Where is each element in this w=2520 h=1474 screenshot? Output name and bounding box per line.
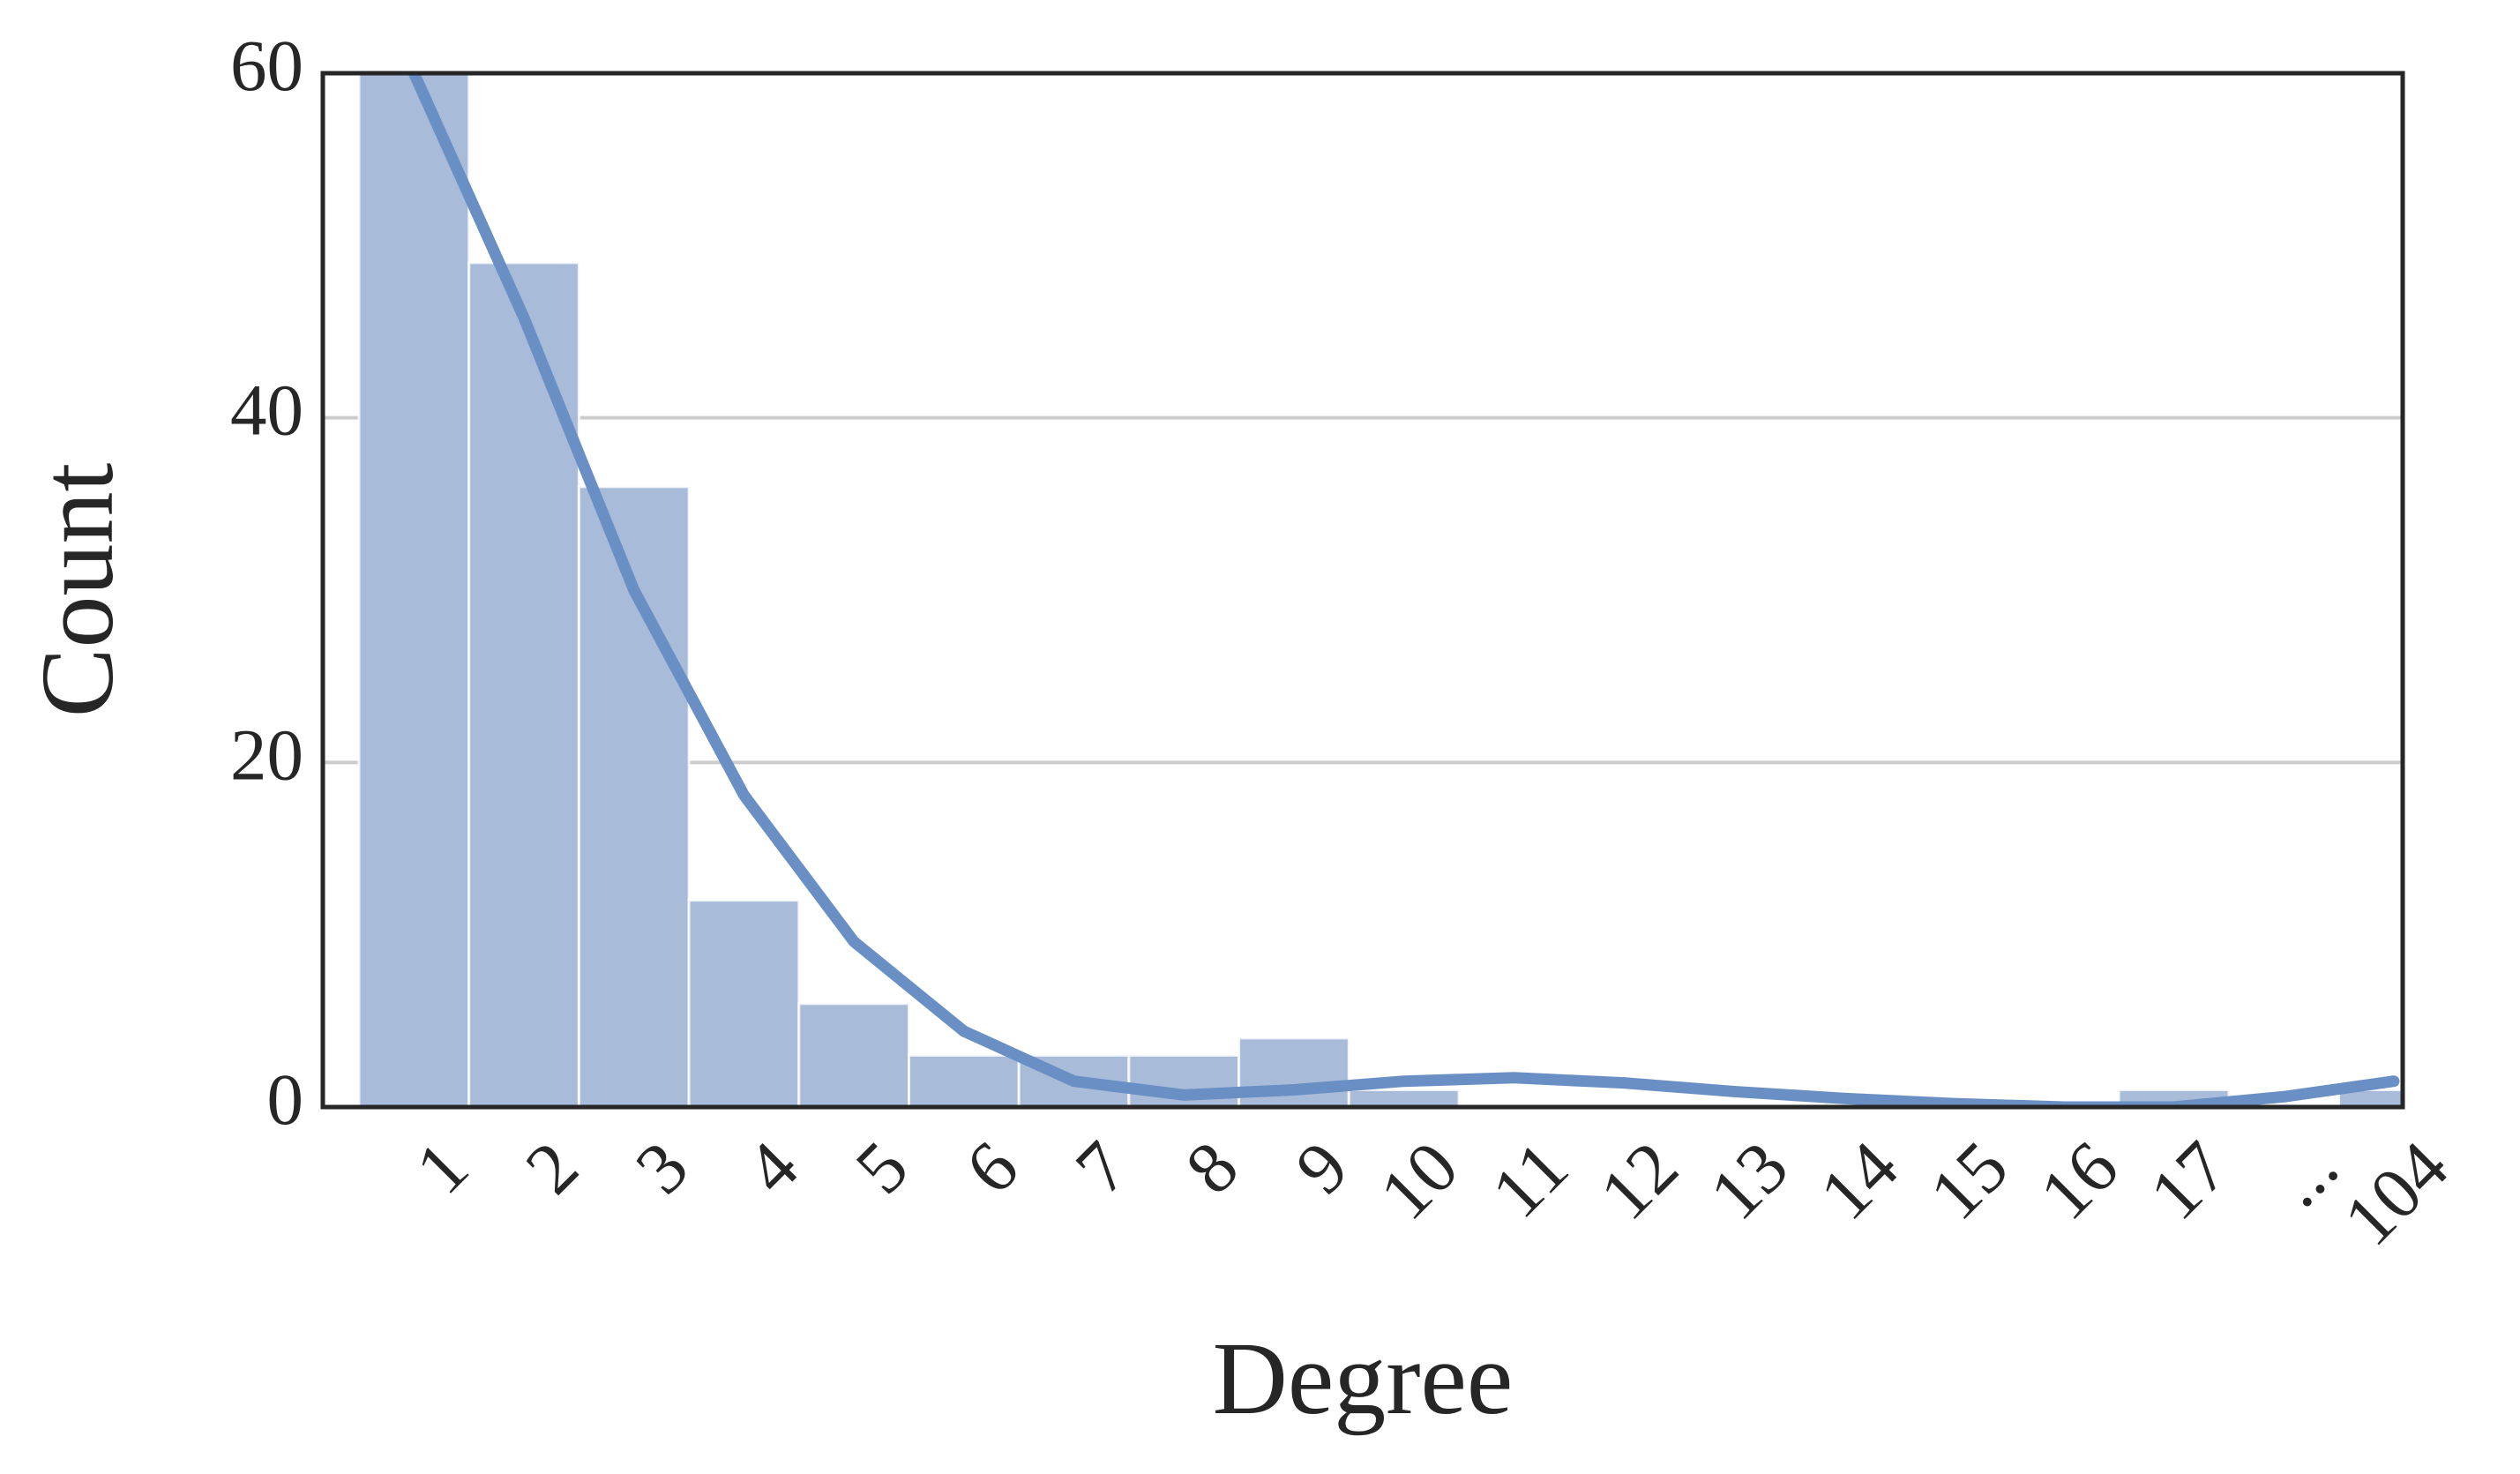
bar bbox=[797, 1002, 910, 1107]
x-tick-label: 13 bbox=[1694, 1126, 1804, 1235]
x-tick-label: 104 bbox=[2328, 1126, 2463, 1261]
x-tick-label: 1 bbox=[400, 1126, 483, 1208]
x-tick-label: 6 bbox=[950, 1126, 1033, 1208]
bar bbox=[1347, 1088, 1461, 1107]
x-tick-label: 3 bbox=[620, 1126, 703, 1208]
x-axis-label: Degree bbox=[1213, 1321, 1514, 1436]
y-tick-label: 40 bbox=[230, 370, 303, 451]
kde-layer bbox=[408, 73, 2400, 1107]
x-tick-label: 14 bbox=[1804, 1126, 1913, 1235]
y-tick-label: 60 bbox=[230, 25, 303, 106]
bar bbox=[908, 1053, 1021, 1107]
x-tick-label: 5 bbox=[840, 1126, 923, 1208]
x-tick-label: 7 bbox=[1060, 1126, 1143, 1208]
x-tick-label: 4 bbox=[730, 1126, 813, 1208]
bar bbox=[357, 73, 471, 1107]
bar bbox=[2337, 1088, 2403, 1107]
x-tick-label: 10 bbox=[1364, 1126, 1473, 1235]
kde-line bbox=[408, 73, 2400, 1107]
y-axis-label: Count bbox=[19, 463, 135, 718]
x-tick-label: 2 bbox=[510, 1126, 593, 1208]
bars bbox=[357, 73, 2403, 1107]
x-tick-label: 12 bbox=[1584, 1126, 1694, 1235]
bar bbox=[687, 899, 801, 1107]
plot-frame bbox=[320, 71, 2405, 1110]
x-tick-label: 9 bbox=[1280, 1126, 1363, 1208]
x-tick-label: 8 bbox=[1170, 1126, 1253, 1208]
x-tick-label: 11 bbox=[1476, 1126, 1583, 1233]
x-tick-label: 16 bbox=[2024, 1126, 2134, 1235]
y-tick-label: 20 bbox=[230, 714, 303, 795]
bar bbox=[467, 261, 580, 1107]
x-tick-label: 15 bbox=[1914, 1126, 2023, 1235]
x-tick-label: 17 bbox=[2134, 1126, 2243, 1235]
y-tick-label: 0 bbox=[267, 1059, 304, 1140]
